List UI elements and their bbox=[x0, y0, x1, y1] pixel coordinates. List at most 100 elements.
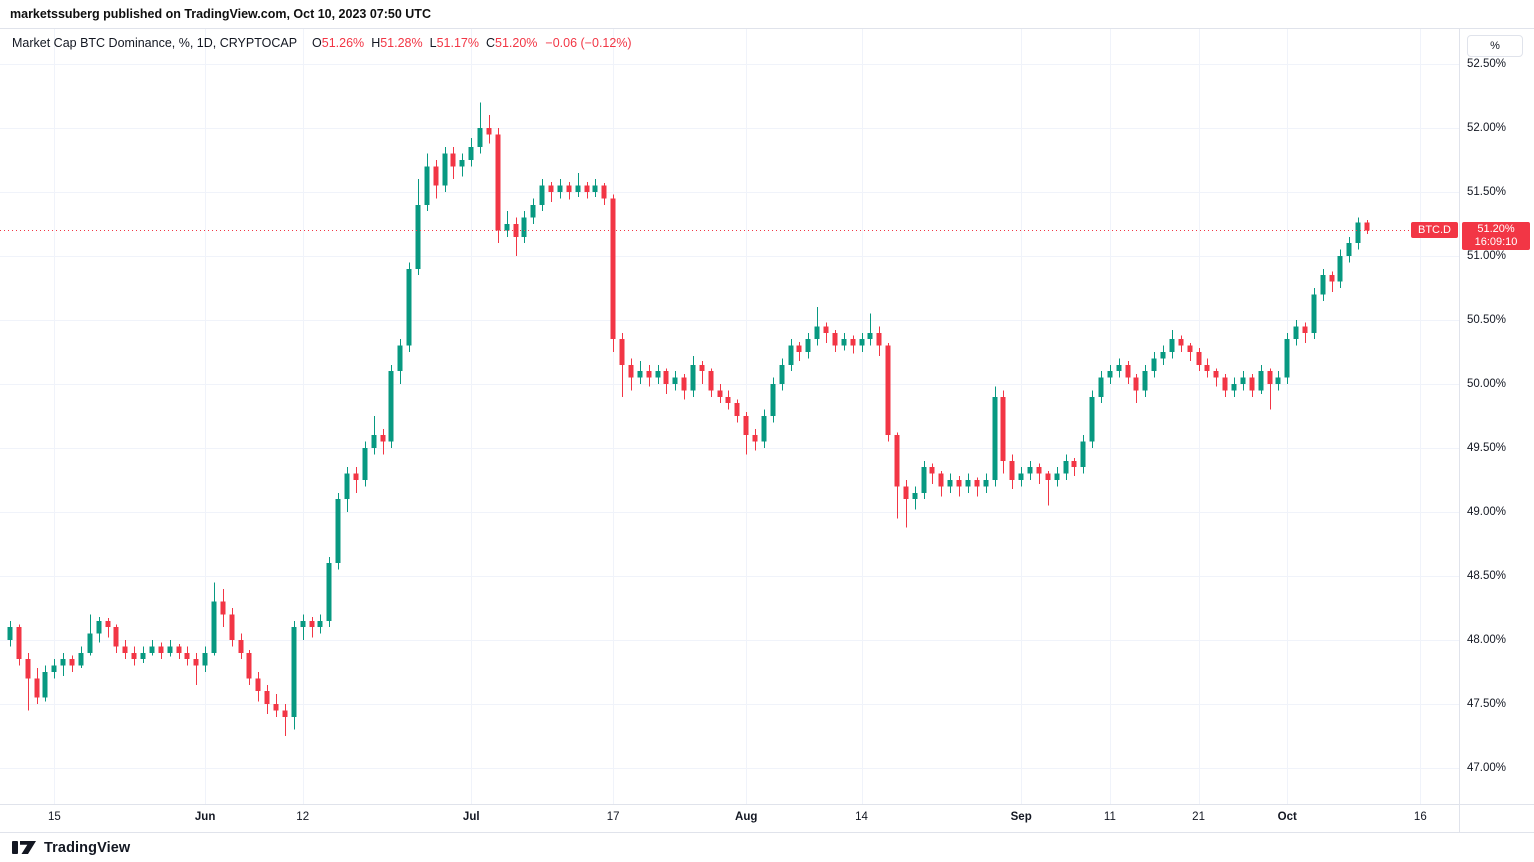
price-axis[interactable]: % 52.50% 52.00% 51.50% 51.00% 50.50% 50.00% 49… bbox=[1459, 28, 1534, 804]
candle-body bbox=[335, 499, 341, 564]
candle-body bbox=[557, 185, 563, 192]
time-axis-tick: 11 bbox=[1103, 811, 1116, 823]
candle-body bbox=[353, 473, 359, 480]
candle-body bbox=[1125, 364, 1131, 378]
price-axis-label: 48.00% bbox=[1467, 634, 1507, 646]
candle-body bbox=[575, 185, 581, 192]
candle-body bbox=[7, 627, 13, 640]
attribution-text: marketssuberg published on TradingView.c… bbox=[10, 7, 431, 21]
time-axis[interactable]: 15 Jun 12 Jul 17 Aug 14 Sep 11 21 Oct 16 bbox=[0, 804, 1534, 832]
candle-body bbox=[184, 652, 190, 660]
candlestick-chart[interactable] bbox=[0, 29, 1459, 805]
candle-body bbox=[796, 345, 802, 352]
candle-body bbox=[1009, 460, 1015, 480]
candle-body bbox=[264, 691, 270, 704]
tradingview-wordmark[interactable]: TradingView bbox=[44, 839, 131, 856]
candle-body bbox=[548, 185, 554, 192]
candle-body bbox=[1267, 371, 1273, 384]
candle-body bbox=[1133, 377, 1139, 391]
candle-body bbox=[983, 480, 989, 487]
price-axis-label: 49.50% bbox=[1467, 442, 1507, 454]
candle-body bbox=[149, 646, 155, 653]
price-axis-label: 50.00% bbox=[1467, 378, 1507, 390]
candle-body bbox=[1045, 473, 1051, 480]
candle-body bbox=[25, 659, 31, 679]
candle-body bbox=[1355, 222, 1361, 244]
candle-body bbox=[1169, 339, 1175, 352]
time-axis-tick: Jun bbox=[194, 811, 216, 823]
price-unit-toggle[interactable]: % bbox=[1467, 35, 1523, 57]
candle-body bbox=[725, 396, 731, 404]
candle-body bbox=[1036, 467, 1042, 474]
candle-body bbox=[1151, 358, 1157, 372]
candle-body bbox=[761, 416, 767, 442]
price-axis-label: 51.00% bbox=[1467, 250, 1507, 262]
candle-body bbox=[246, 652, 252, 679]
candle-body bbox=[1204, 364, 1210, 372]
candle-body bbox=[743, 416, 749, 436]
candle-body bbox=[300, 620, 306, 628]
candle-body bbox=[539, 185, 545, 205]
price-axis-label: 52.50% bbox=[1467, 58, 1507, 70]
ohlc-low-label: L bbox=[429, 36, 437, 50]
candle-body bbox=[371, 435, 377, 448]
candle-body bbox=[1080, 441, 1086, 468]
candle-body bbox=[1222, 377, 1228, 391]
candle-body bbox=[1178, 339, 1184, 346]
candle-body bbox=[442, 153, 448, 186]
chart-pane[interactable]: Market Cap BTC Dominance, %, 1D, CRYPTOC… bbox=[0, 28, 1459, 805]
time-axis-tick: 17 bbox=[606, 811, 620, 823]
candle-body bbox=[832, 332, 838, 346]
ohlc-low-value: 51.17% bbox=[436, 36, 479, 50]
candle-body bbox=[424, 166, 430, 205]
candle-body bbox=[566, 185, 572, 192]
candle-body bbox=[459, 160, 465, 167]
time-axis-tick: 16 bbox=[1413, 811, 1427, 823]
candle-body bbox=[965, 480, 971, 487]
candle-body bbox=[96, 620, 102, 634]
candle-body bbox=[1284, 339, 1290, 378]
candle-body bbox=[158, 646, 164, 653]
candle-body bbox=[504, 224, 510, 231]
candle-body bbox=[167, 646, 173, 653]
price-axis-label: 50.50% bbox=[1467, 314, 1507, 326]
candle-body bbox=[1302, 326, 1308, 333]
candle-body bbox=[947, 480, 953, 487]
candle-body bbox=[929, 467, 935, 474]
candle-body bbox=[255, 678, 261, 692]
time-axis-tick: Jul bbox=[462, 811, 480, 823]
candle-body bbox=[1063, 460, 1069, 474]
candle-body bbox=[202, 652, 208, 666]
candle-body bbox=[1249, 377, 1255, 391]
candle-body bbox=[672, 377, 678, 384]
candle-body bbox=[140, 652, 146, 660]
time-axis-tick: Oct bbox=[1277, 811, 1297, 823]
candle-body bbox=[708, 371, 714, 391]
candle-body bbox=[1054, 473, 1060, 480]
candle-body bbox=[1071, 460, 1077, 468]
price-axis-label: 47.50% bbox=[1467, 698, 1507, 710]
candle-body bbox=[78, 652, 84, 666]
symbol-description[interactable]: Market Cap BTC Dominance, %, 1D, CRYPTOC… bbox=[12, 36, 298, 50]
candle-body bbox=[974, 480, 980, 487]
candle-body bbox=[380, 435, 386, 442]
candle-body bbox=[1364, 222, 1370, 231]
price-axis-label: 52.00% bbox=[1467, 122, 1507, 134]
ohlc-high-label: H bbox=[371, 36, 381, 50]
candle-body bbox=[477, 128, 483, 148]
candle-body bbox=[1089, 396, 1095, 442]
candle-body bbox=[584, 185, 590, 192]
candle-body bbox=[406, 268, 412, 346]
candle-body bbox=[486, 128, 492, 135]
candle-body bbox=[530, 204, 536, 218]
candle-body bbox=[655, 371, 661, 378]
candle-body bbox=[601, 185, 607, 199]
candle-body bbox=[282, 710, 288, 717]
candle-body bbox=[1000, 396, 1006, 461]
candle-body bbox=[859, 339, 865, 346]
time-axis-tick: 14 bbox=[855, 811, 868, 823]
tradingview-logo-icon[interactable] bbox=[12, 838, 37, 857]
candle-body bbox=[326, 563, 332, 621]
candle-body bbox=[912, 492, 918, 500]
